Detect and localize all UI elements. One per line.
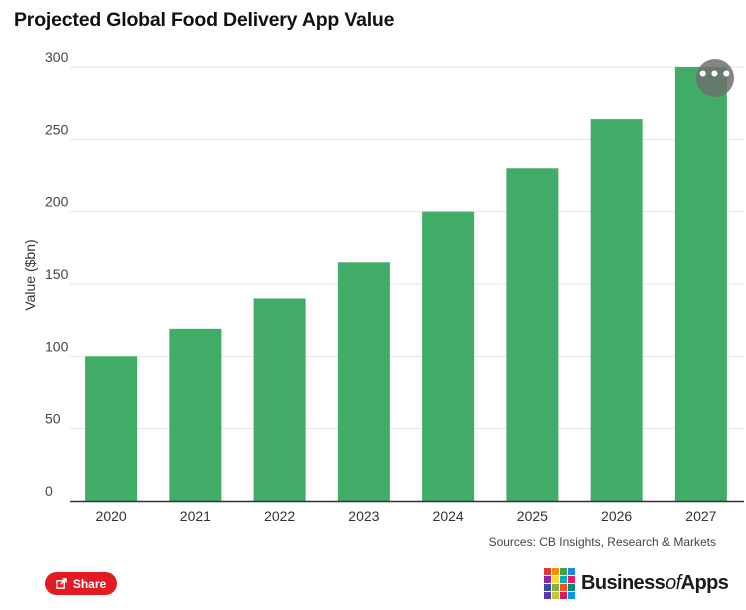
brand-logo-square	[552, 591, 559, 599]
x-tick-label: 2022	[264, 508, 295, 524]
brand-logo-square	[568, 567, 575, 575]
x-tick-label: 2025	[517, 508, 548, 524]
bar	[674, 67, 727, 501]
brand-logo-square	[560, 567, 567, 575]
more-horizontal-icon: •••	[697, 64, 733, 85]
bar-chart: 0 50 100 150 200 250 300 2020 2021 2022 2023 2024 20…	[22, 49, 744, 524]
brand-logo-mark	[544, 567, 575, 599]
bar	[422, 211, 475, 501]
x-tick-label: 2023	[348, 508, 379, 524]
share-button[interactable]: Share	[45, 572, 117, 595]
brand-logo-square	[560, 583, 567, 591]
y-tick-label: 200	[45, 194, 69, 210]
brand-logo-square	[552, 583, 559, 591]
bar	[169, 328, 222, 501]
x-tick-label: 2024	[433, 508, 464, 524]
x-tick-label: 2020	[96, 508, 127, 524]
brand-logo-square	[568, 575, 575, 583]
brand-logo-square	[552, 575, 559, 583]
y-tick-label: 150	[45, 266, 69, 282]
chart-menu-button[interactable]: •••	[696, 59, 734, 97]
x-tick-label: 2021	[180, 508, 211, 524]
brand-logo-square	[544, 575, 551, 583]
bar	[337, 262, 390, 501]
brand-logo-square	[568, 583, 575, 591]
bar	[590, 119, 643, 501]
brand-logo[interactable]: BusinessofApps	[544, 567, 729, 599]
brand-logo-square	[552, 567, 559, 575]
chart-title: Projected Global Food Delivery App Value	[14, 9, 395, 31]
x-tick-label: 2027	[685, 508, 716, 524]
brand-logo-square	[560, 575, 567, 583]
brand-logo-square	[544, 583, 551, 591]
bar	[85, 356, 138, 501]
source-note: Sources: CB Insights, Research & Markets	[488, 535, 716, 549]
brand-logo-square	[560, 591, 567, 599]
y-tick-label: 300	[45, 49, 69, 65]
brand-logo-square	[568, 591, 575, 599]
brand-logo-square	[544, 591, 551, 599]
brand-logo-square	[544, 567, 551, 575]
y-tick-label: 50	[45, 411, 61, 427]
share-icon	[56, 578, 67, 589]
y-axis-label: Value ($bn)	[22, 239, 38, 310]
bar	[506, 168, 559, 501]
bar	[253, 298, 306, 501]
x-tick-label: 2026	[601, 508, 632, 524]
y-tick-label: 250	[45, 121, 69, 137]
y-tick-label: 0	[45, 483, 53, 499]
share-label: Share	[72, 576, 107, 591]
y-tick-label: 100	[45, 338, 69, 354]
brand-name: BusinessofApps	[581, 571, 729, 594]
